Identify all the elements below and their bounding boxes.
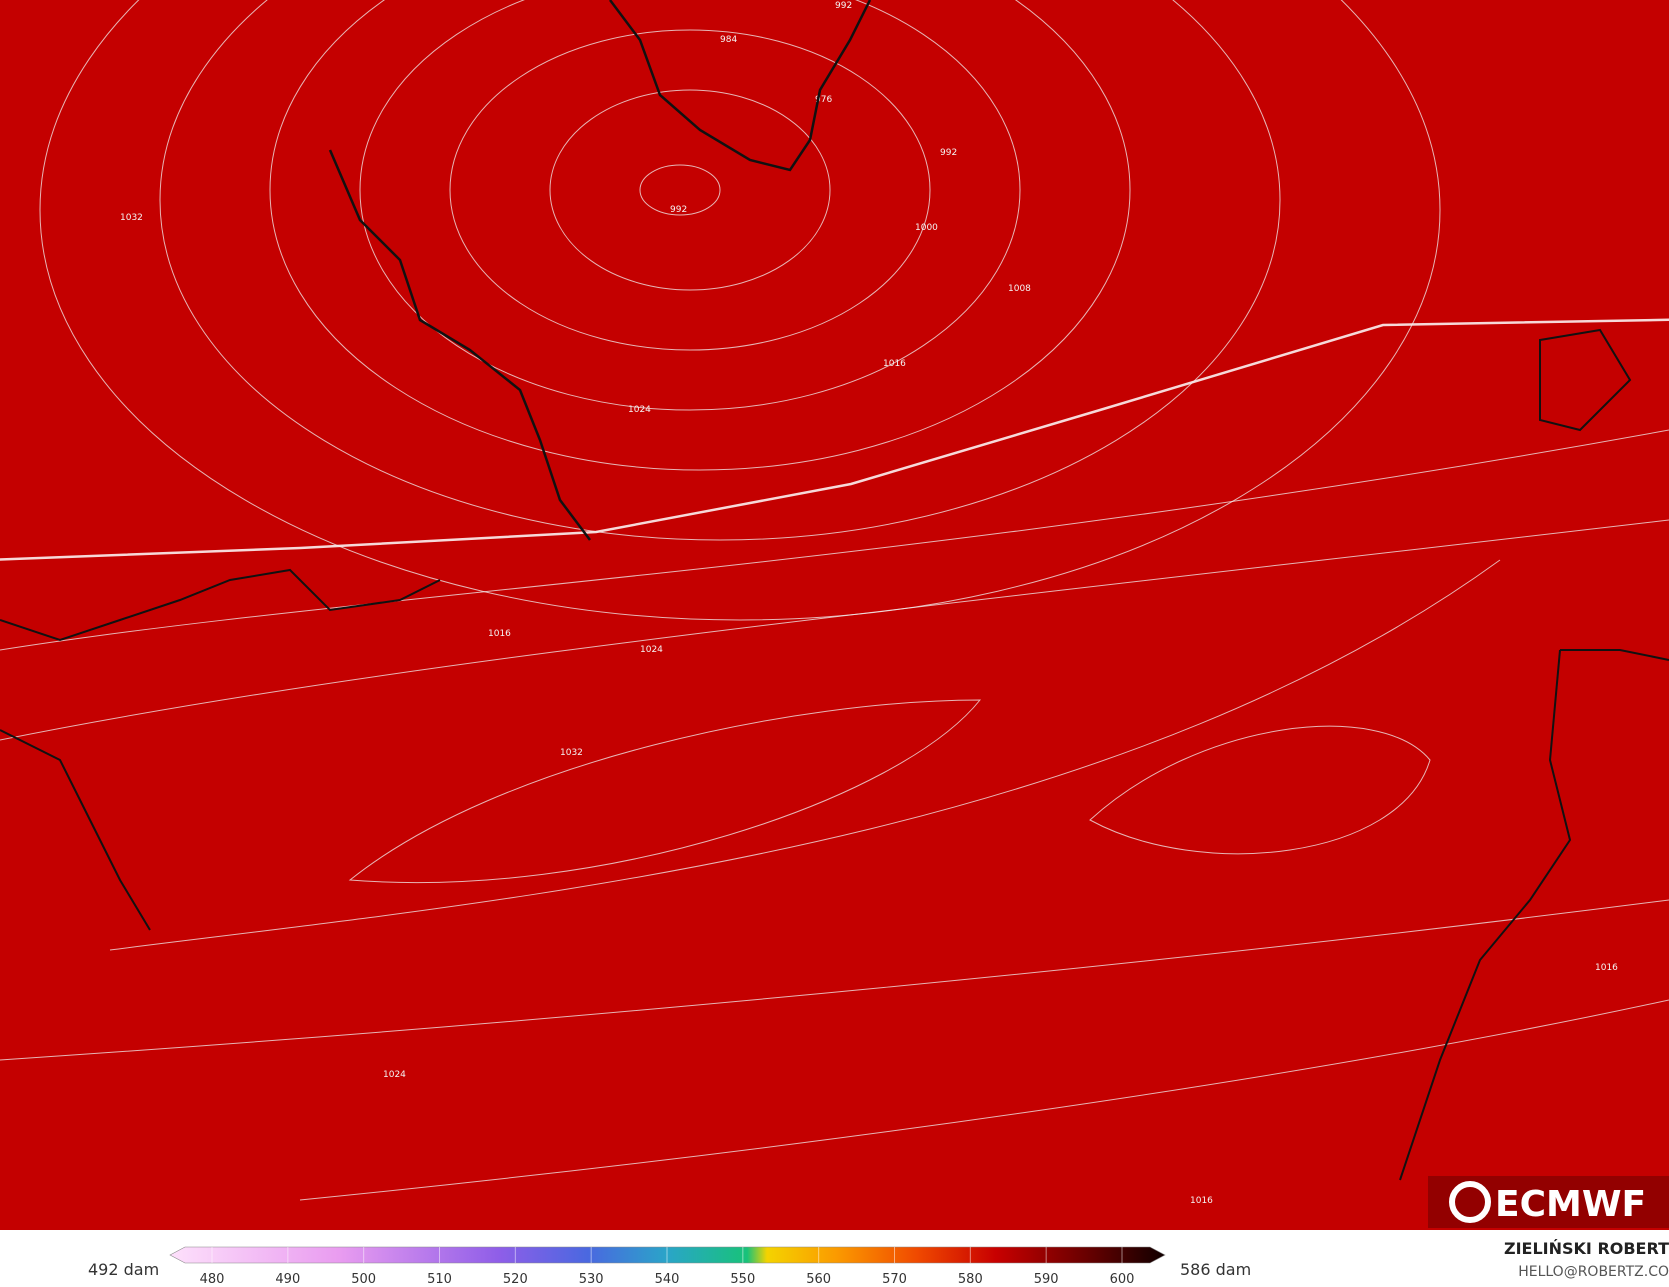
isobar [1089,725,1431,855]
coastline [0,729,151,931]
logo: ECMWF [1495,1184,1646,1225]
colorbar-tick-label: 490 [275,1272,300,1287]
isobar [39,0,1441,621]
isobar [0,899,1669,1061]
credit-author: ZIELIŃSKI ROBERT [1504,1239,1669,1258]
isobar [348,699,982,884]
isobar [0,519,1669,741]
coastline [328,149,591,541]
isobar [359,0,1021,411]
logo-icon [1449,1181,1491,1223]
field-base [0,0,1669,1230]
colorbar-tick-label: 520 [503,1272,528,1287]
colorbar-min-label: 492 dam [88,1260,159,1279]
colorbar-tick-label: 560 [806,1272,831,1287]
isobar-label: 992 [940,148,957,158]
isobar [299,999,1669,1201]
isobar-label: 1016 [883,359,906,369]
isobar-label: 1008 [1008,284,1031,294]
isobar-label: 992 [835,1,852,11]
colorbar-max-label: 586 dam [1180,1260,1251,1279]
isobar-label: 1032 [560,748,583,758]
colorbar-tick-label: 510 [427,1272,452,1287]
isobar-label: 1024 [383,1070,406,1080]
coastline [1399,649,1669,1181]
isobar-label: 976 [815,95,832,105]
colorbar-tick-label: 580 [958,1272,983,1287]
colorbar-tick-label: 550 [730,1272,755,1287]
isobar [109,559,1501,951]
isobar [159,0,1281,541]
isobar-label: 1000 [915,223,938,233]
colorbar-tick-label: 540 [655,1272,680,1287]
isobar-label: 1016 [1190,1196,1213,1206]
isobar [0,429,1669,651]
coastline [1539,328,1632,432]
colorbar-tick-label: 570 [882,1272,907,1287]
isobar-label: 984 [720,35,737,45]
isobar-label: 1032 [120,213,143,223]
isobar [639,164,721,216]
colorbar-tick-label: 500 [351,1272,376,1287]
colorbar-tick-label: 530 [579,1272,604,1287]
isobar [549,89,831,291]
isobar-label: 1016 [1595,963,1618,973]
jet-edge [0,318,1669,561]
coastline [0,568,441,642]
credit-contact: HELLO@ROBERTZ.CO [1518,1264,1669,1280]
isobar-label: 1024 [628,405,651,415]
colorbar-tick-label: 480 [200,1272,225,1287]
coastline [609,0,872,172]
isobar-label: 1016 [488,629,511,639]
isobar-label: 1024 [640,645,663,655]
colorbar-tick-label: 600 [1110,1272,1135,1287]
isobar [449,29,931,351]
isobar [269,0,1131,471]
colorbar-tick-label: 590 [1034,1272,1059,1287]
isobar-label: 992 [670,205,687,215]
overlay: ECMWF [0,0,1669,1228]
isobars [0,0,1669,1201]
